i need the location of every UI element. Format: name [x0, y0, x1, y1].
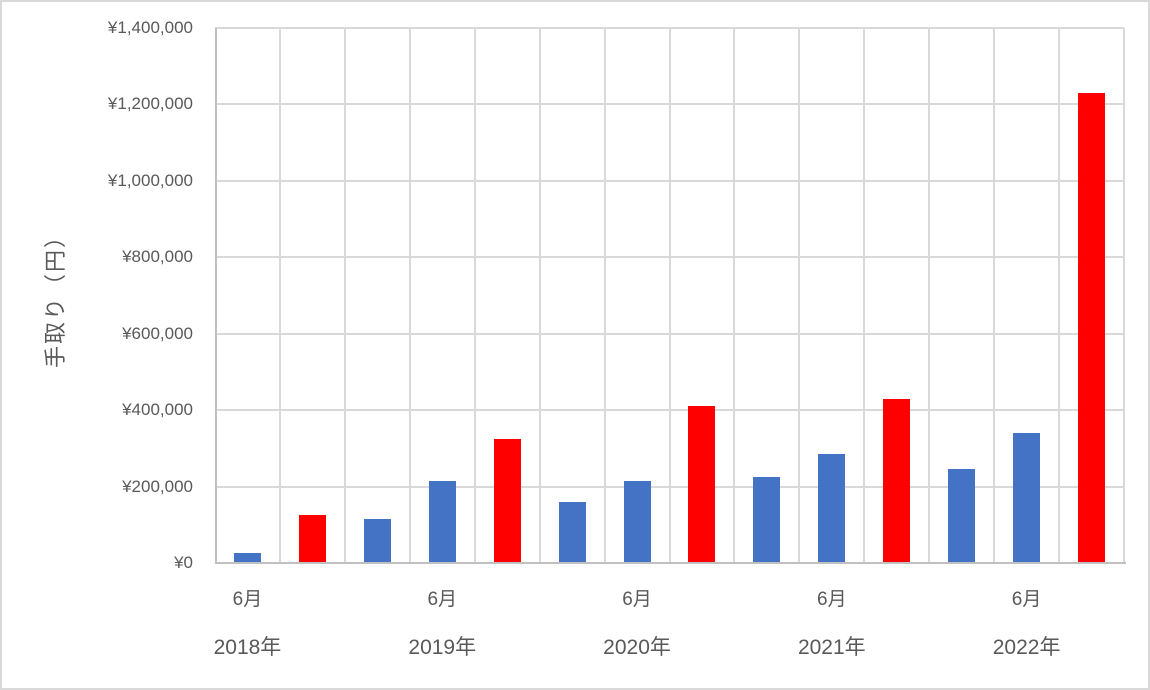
- y-tick-label: ¥600,000: [122, 323, 193, 343]
- gridline-vertical: [408, 28, 411, 563]
- y-axis-line: [215, 28, 217, 563]
- y-tick-label: ¥800,000: [122, 247, 193, 267]
- x-tick-month-label: 6月: [232, 589, 263, 610]
- bar-2-red[interactable]: [298, 515, 326, 563]
- gridline-vertical: [603, 28, 606, 563]
- gridline-vertical: [863, 28, 866, 563]
- gridline-vertical: [733, 28, 736, 563]
- gridline-vertical: [343, 28, 346, 563]
- x-tick-year-label: 2020年: [603, 636, 671, 659]
- gridline-vertical: [278, 28, 281, 563]
- x-axis-line: [215, 562, 1126, 564]
- bar-1-blue[interactable]: [233, 553, 261, 563]
- x-tick-year-label: 2018年: [213, 636, 282, 659]
- gridline-vertical: [538, 28, 541, 563]
- bar-3-blue[interactable]: [363, 519, 391, 563]
- x-tick-month-label: 6月: [1011, 589, 1042, 610]
- x-tick-year-label: 2021年: [797, 636, 866, 659]
- x-tick-year-label: 2022年: [992, 636, 1061, 659]
- x-tick-year-label: 2019年: [408, 636, 477, 659]
- gridline-vertical: [798, 28, 801, 563]
- bar-6-blue[interactable]: [558, 501, 586, 563]
- y-axis-title-text: 手取り（円）: [43, 223, 68, 368]
- gridline-vertical: [668, 28, 671, 563]
- y-tick-label: ¥1,400,000: [107, 18, 193, 37]
- gridline-vertical: [928, 28, 931, 563]
- bar-10-blue[interactable]: [818, 454, 846, 563]
- y-tick-label: ¥1,000,000: [107, 170, 193, 190]
- y-tick-label: ¥200,000: [122, 476, 193, 496]
- gridline-vertical: [473, 28, 476, 563]
- y-tick-label: ¥400,000: [122, 400, 193, 420]
- x-tick-month-label: 6月: [427, 589, 458, 610]
- bar-14-red[interactable]: [1078, 93, 1106, 563]
- y-axis-title: 手取り（円）: [30, 28, 78, 563]
- bar-8-red[interactable]: [688, 406, 716, 563]
- plot-area: [215, 27, 1125, 563]
- bar-12-blue[interactable]: [948, 469, 976, 563]
- bar-5-red[interactable]: [493, 438, 521, 563]
- bar-11-red[interactable]: [883, 398, 911, 563]
- gridline-vertical: [1123, 28, 1125, 563]
- x-tick-month-label: 6月: [817, 589, 847, 610]
- y-tick-label: ¥0: [174, 553, 193, 572]
- gridline-vertical: [993, 28, 996, 563]
- bar-7-blue[interactable]: [623, 480, 651, 563]
- bar-4-blue[interactable]: [428, 480, 456, 563]
- x-tick-month-label: 6月: [622, 589, 652, 610]
- y-tick-label: ¥1,200,000: [107, 94, 193, 114]
- bar-9-blue[interactable]: [753, 477, 781, 563]
- gridline-vertical: [1058, 28, 1061, 563]
- bar-13-blue[interactable]: [1013, 433, 1041, 563]
